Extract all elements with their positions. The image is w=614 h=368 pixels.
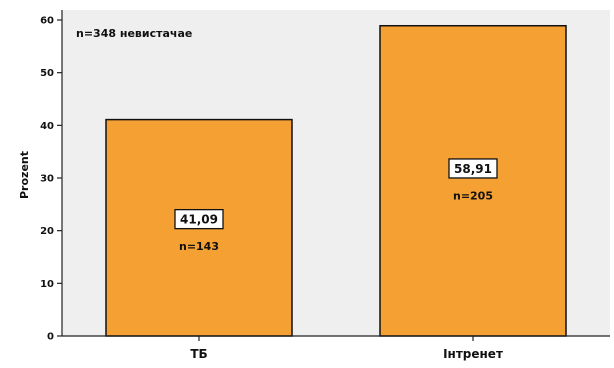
x-axis: ТБ Інтренет: [62, 335, 610, 361]
value-label-box: [448, 158, 498, 179]
bars: 41,09 n=143 58,91 n=205: [105, 24, 567, 337]
chart-annotation: n=348 невистачае: [76, 27, 192, 40]
y-tick-label: 60: [40, 16, 54, 27]
y-tick-label: 40: [40, 121, 54, 132]
n-label: n=143: [179, 240, 219, 253]
y-axis: 0 10 20 30 40 50 60: [40, 10, 63, 343]
x-tick-label: Інтренет: [443, 347, 503, 361]
n-label: n=205: [453, 189, 493, 202]
y-tick-label: 10: [40, 279, 54, 290]
value-label: 41,09: [180, 213, 218, 227]
value-label: 58,91: [454, 162, 492, 176]
x-tick-label: ТБ: [190, 347, 207, 361]
y-tick-label: 20: [40, 226, 54, 237]
bar: [379, 24, 567, 337]
value-label-box: [174, 208, 224, 230]
y-axis-label: Prozent: [18, 151, 31, 199]
y-tick-label: 50: [40, 68, 54, 79]
y-tick-label: 0: [47, 332, 54, 343]
y-tick-label: 30: [40, 174, 54, 185]
